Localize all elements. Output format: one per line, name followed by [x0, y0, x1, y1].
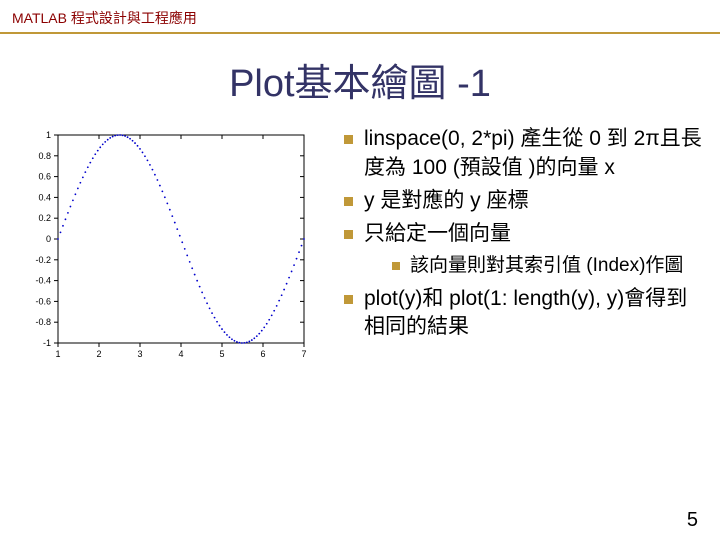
bullet-3: 只給定一個向量 該向量則對其索引值 (Index)作圖 [340, 220, 706, 279]
page-number: 5 [687, 509, 698, 532]
svg-text:-0.2: -0.2 [35, 255, 51, 265]
course-header: MATLAB 程式設計與工程應用 [0, 0, 720, 34]
svg-text:0: 0 [46, 234, 51, 244]
svg-text:0.4: 0.4 [38, 192, 51, 202]
svg-text:2: 2 [96, 349, 101, 359]
svg-text:1: 1 [46, 130, 51, 140]
bullet-list: linspace(0, 2*pi) 產生從 0 到 2π且長度為 100 (預設… [340, 125, 706, 342]
svg-text:-0.4: -0.4 [35, 276, 51, 286]
svg-text:4: 4 [178, 349, 183, 359]
bullet-4: plot(y)和 plot(1: length(y), y)會得到相同的結果 [340, 285, 706, 343]
svg-text:-0.6: -0.6 [35, 296, 51, 306]
svg-text:0.6: 0.6 [38, 172, 51, 182]
svg-text:3: 3 [137, 349, 142, 359]
svg-text:-0.8: -0.8 [35, 317, 51, 327]
bullet-2: y 是對應的 y 座標 [340, 187, 706, 216]
text-column: linspace(0, 2*pi) 產生從 0 到 2π且長度為 100 (預設… [334, 125, 706, 365]
svg-text:0.8: 0.8 [38, 151, 51, 161]
content-row: -1-0.8-0.6-0.4-0.200.20.40.60.811234567 … [0, 125, 720, 365]
chart-column: -1 -0.8 -0.6 -0.4 -0.2 0 0.2 0.4 0.6 0.8 1 1 2 3 4 5 6 7 [14, 125, 334, 365]
svg-text:1: 1 [55, 349, 60, 359]
sub-bullet-1: 該向量則對其索引值 (Index)作圖 [390, 253, 706, 279]
svg-text:5: 5 [219, 349, 224, 359]
svg-text:6: 6 [260, 349, 265, 359]
course-header-text: MATLAB 程式設計與工程應用 [12, 10, 197, 26]
chart-svg: -1 -0.8 -0.6 -0.4 -0.2 0 0.2 0.4 0.6 0.8 1 1 2 3 4 5 6 7 [14, 125, 314, 365]
bullet-1: linspace(0, 2*pi) 產生從 0 到 2π且長度為 100 (預設… [340, 125, 706, 183]
svg-text:-1: -1 [43, 338, 51, 348]
svg-text:7: 7 [301, 349, 306, 359]
sub-bullet-list: 該向量則對其索引值 (Index)作圖 [364, 253, 706, 279]
svg-text:0.2: 0.2 [38, 213, 51, 223]
sine-chart: -1 -0.8 -0.6 -0.4 -0.2 0 0.2 0.4 0.6 0.8 1 1 2 3 4 5 6 7 [14, 125, 314, 365]
bullet-3-text: 只給定一個向量 [364, 222, 511, 245]
page-title: Plot基本繪圖 -1 [0, 52, 720, 107]
